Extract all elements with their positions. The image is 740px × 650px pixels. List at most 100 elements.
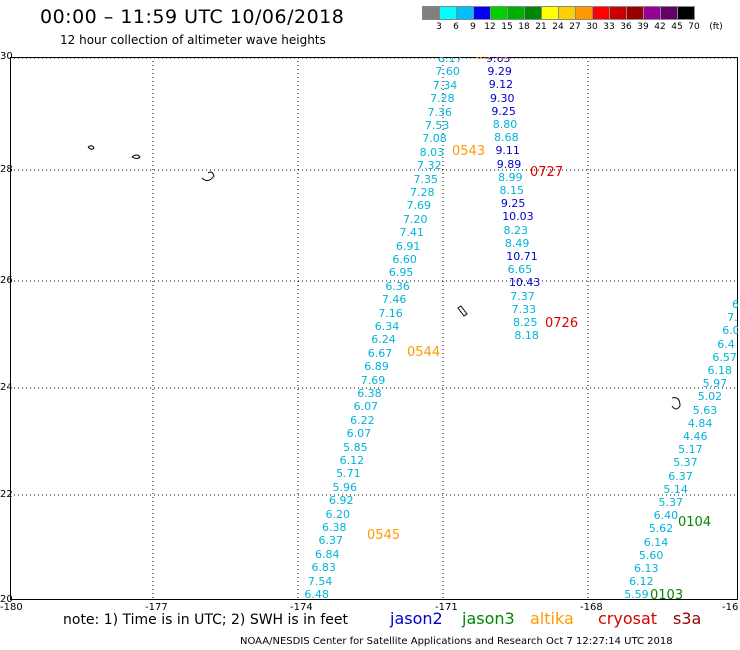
legend-s3a: s3a <box>673 609 702 628</box>
track2-value: 8.15 <box>499 184 525 197</box>
map-canvas <box>10 57 738 600</box>
track1-value: 7.69 <box>406 199 431 213</box>
track3-value: 6.14 <box>643 535 669 549</box>
island-outline <box>87 145 95 150</box>
time-label-0543: 0543 <box>475 57 508 62</box>
track1-value: 7.41 <box>399 226 424 240</box>
track3-value: 5.60 <box>638 548 664 562</box>
track1-value: 6.37 <box>318 534 343 548</box>
track2-value: 9.25 <box>500 197 526 211</box>
track1-value: 6.07 <box>346 427 372 441</box>
track3-value: 5.63 <box>692 403 718 417</box>
scale-swatch-12 <box>473 6 491 20</box>
lon-label: -177 <box>145 602 168 613</box>
track2-value: 8.49 <box>504 236 530 250</box>
track1-value: 7.34 <box>432 78 458 92</box>
track3-value: 5.37 <box>658 496 684 509</box>
track2-value: 8.80 <box>492 118 518 131</box>
scale-label-15: 15 <box>501 22 513 32</box>
scale-label-33: 33 <box>603 22 615 32</box>
lat-label: 28 <box>0 164 13 175</box>
scale-label-9: 9 <box>470 22 476 32</box>
legend-jason3: jason3 <box>462 609 515 628</box>
lon-label: -16 <box>722 602 739 613</box>
track2-value: 8.99 <box>498 170 523 184</box>
track1-value: 6.38 <box>357 387 382 400</box>
track1-value: 6.84 <box>314 547 340 561</box>
time-label-0104: 0104 <box>678 515 712 530</box>
island-outline <box>671 397 681 410</box>
scale-label-30: 30 <box>586 22 598 32</box>
scale-label-12: 12 <box>484 22 496 32</box>
track1-value: 6.91 <box>395 239 421 253</box>
track2-value: 8.68 <box>494 131 519 145</box>
scale-label-21: 21 <box>535 22 547 32</box>
track2-value: 9.25 <box>491 104 516 118</box>
track2-value: 8.18 <box>514 329 539 343</box>
scale-swatch-42 <box>643 6 661 20</box>
track3-value: 6.4 <box>717 337 735 351</box>
time-label-0103: 0103 <box>650 588 684 600</box>
track1-value: 7.28 <box>410 186 435 199</box>
scale-swatch-45 <box>660 6 678 20</box>
track1-value: 6.12 <box>339 454 365 467</box>
scale-label-39: 39 <box>637 22 649 32</box>
map-subtitle: 12 hour collection of altimeter wave hei… <box>60 33 326 47</box>
track3-value: 5.97 <box>702 377 728 391</box>
track1-value: 7.08 <box>422 132 447 146</box>
island-outline <box>457 305 468 317</box>
lon-label: -168 <box>580 602 603 613</box>
lat-label: 22 <box>0 489 13 500</box>
track1-value: 6.38 <box>322 521 347 534</box>
map-title: 00:00 – 11:59 UTC 10/06/2018 <box>40 6 345 28</box>
color-scale-bar <box>422 6 695 20</box>
track3-value: 5.14 <box>663 482 688 496</box>
track3-value: 5.62 <box>648 522 674 536</box>
track1-value: 8.17 <box>438 57 463 65</box>
track1-value: 7.32 <box>417 159 442 173</box>
track1-value: 8.03 <box>419 145 445 159</box>
scale-swatch-36 <box>609 6 627 20</box>
footer-credit: NOAA/NESDIS Center for Satellite Applica… <box>240 636 673 647</box>
track2-value: 9.29 <box>487 65 512 79</box>
scale-label-3: 3 <box>436 22 442 32</box>
track2-value: 8.25 <box>513 316 538 329</box>
track2-value: 10.43 <box>508 276 541 290</box>
scale-swatch-33 <box>592 6 610 20</box>
scale-swatch-18 <box>507 6 525 20</box>
track1-value: 6.67 <box>367 346 393 360</box>
track3-value: 4.84 <box>687 416 713 430</box>
scale-label-42: 42 <box>654 22 666 32</box>
lat-label: 30 <box>0 51 13 62</box>
time-label-0543: 0543 <box>452 144 486 159</box>
track3-value: 6.40 <box>653 509 679 523</box>
track3-value: 6 <box>732 298 738 311</box>
legend-note: note: 1) Time is in UTC; 2) SWH is in fe… <box>63 612 349 628</box>
lat-label: 24 <box>0 382 13 393</box>
track1-value: 6.36 <box>385 279 410 293</box>
track2-value: 9.11 <box>495 144 520 158</box>
track2-value: 10.03 <box>502 210 534 224</box>
track1-value: 5.96 <box>332 480 358 494</box>
track1-value: 7.46 <box>381 293 407 307</box>
track1-value: 6.60 <box>392 253 417 266</box>
scale-label-70: 70 <box>688 22 700 32</box>
track1-value: 6.20 <box>325 507 351 521</box>
track1-value: 6.22 <box>350 413 375 427</box>
lon-label: -171 <box>435 602 458 613</box>
track3-value: 6.12 <box>629 575 654 589</box>
island-outline <box>131 154 141 159</box>
legend-altika: altika <box>530 609 574 628</box>
scale-swatch-6 <box>439 6 457 20</box>
legend-cryosat: cryosat <box>598 609 658 628</box>
track1-value: 7.69 <box>360 373 386 387</box>
legend-jason2: jason2 <box>390 609 443 628</box>
track3-value: 6.37 <box>668 469 693 483</box>
lon-label: -180 <box>0 602 23 613</box>
track1-value: 6.07 <box>353 400 379 414</box>
scale-swatch-27 <box>558 6 576 20</box>
track3-value: 6.0 <box>722 324 738 338</box>
scale-swatch-9 <box>456 6 474 20</box>
scale-swatch-21 <box>524 6 542 20</box>
map-plot-area: 8.17 7.60 7.34 7.28 7.36 7.53 7.08 8.03 7.32 7.35… <box>10 57 738 600</box>
